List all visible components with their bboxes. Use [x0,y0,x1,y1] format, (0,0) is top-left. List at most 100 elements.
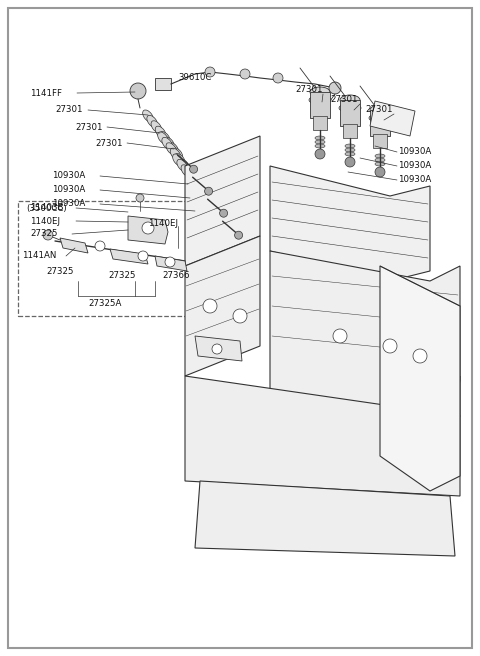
Circle shape [240,69,250,79]
Ellipse shape [309,96,331,104]
Ellipse shape [375,154,385,158]
Bar [343,124,357,138]
Text: 27301: 27301 [55,106,83,115]
Circle shape [138,251,148,261]
Bar [155,78,171,90]
Ellipse shape [217,214,228,226]
Text: 1140EJ: 1140EJ [30,216,60,226]
Ellipse shape [315,136,325,140]
Circle shape [212,344,222,354]
Text: 27325: 27325 [108,272,135,281]
Polygon shape [270,251,460,426]
Ellipse shape [201,237,219,247]
Text: 1141FF: 1141FF [30,89,62,98]
Bar [340,100,360,126]
Ellipse shape [151,121,162,133]
Ellipse shape [159,132,170,144]
Ellipse shape [181,165,192,177]
Ellipse shape [345,152,355,156]
Ellipse shape [147,115,157,127]
Text: 27366: 27366 [162,272,190,281]
Polygon shape [110,249,148,264]
Polygon shape [185,376,460,496]
Text: 27301: 27301 [75,123,103,131]
Ellipse shape [201,183,219,193]
Ellipse shape [196,187,207,199]
Circle shape [273,73,283,83]
Bar [313,116,327,130]
Ellipse shape [187,170,198,182]
Ellipse shape [351,201,369,211]
Ellipse shape [157,132,168,144]
Ellipse shape [177,159,188,171]
Text: 27325: 27325 [46,266,73,276]
Circle shape [383,339,397,353]
Circle shape [190,165,198,173]
Circle shape [375,167,385,177]
Ellipse shape [375,162,385,166]
Circle shape [43,230,53,240]
Circle shape [329,82,341,94]
Circle shape [315,149,325,159]
Polygon shape [195,481,455,556]
Ellipse shape [200,192,211,204]
Ellipse shape [188,176,198,188]
Ellipse shape [369,113,391,123]
Circle shape [219,209,228,217]
Polygon shape [185,136,260,266]
Ellipse shape [155,126,166,138]
Ellipse shape [321,196,339,206]
Polygon shape [270,166,430,281]
Text: 10930A: 10930A [398,176,431,184]
Circle shape [136,194,144,202]
Ellipse shape [164,137,174,149]
Text: 27301: 27301 [365,106,393,115]
Ellipse shape [386,206,404,216]
Text: 1140EJ: 1140EJ [148,220,178,228]
Text: 39610C: 39610C [178,73,211,83]
Ellipse shape [201,219,219,229]
Text: 10930A: 10930A [52,199,85,209]
Polygon shape [380,266,460,491]
Polygon shape [370,101,415,136]
Polygon shape [128,216,168,244]
Bar [18,201,218,316]
Ellipse shape [179,159,189,171]
Ellipse shape [201,201,219,211]
Bar [370,110,390,136]
Ellipse shape [193,181,204,193]
Circle shape [203,299,217,313]
Circle shape [235,231,242,239]
Ellipse shape [143,110,153,122]
Text: 27301: 27301 [295,85,323,94]
Circle shape [95,241,105,251]
Text: 27325A: 27325A [88,300,121,308]
Text: 10930A: 10930A [398,161,431,171]
Ellipse shape [340,95,360,105]
Text: (3500CC): (3500CC) [26,203,67,213]
Text: 1141AN: 1141AN [22,251,56,260]
Ellipse shape [209,203,219,215]
Ellipse shape [170,148,181,160]
Text: 10930A: 10930A [52,171,85,180]
Text: 10930A: 10930A [398,148,431,157]
Ellipse shape [213,209,224,220]
Polygon shape [185,236,260,376]
Ellipse shape [172,148,183,160]
Ellipse shape [204,197,215,210]
Text: 27325: 27325 [30,230,58,239]
Ellipse shape [291,191,309,201]
Text: 10930A: 10930A [52,186,85,194]
Ellipse shape [339,104,361,112]
Ellipse shape [315,144,325,148]
Text: 27301: 27301 [330,96,358,104]
Ellipse shape [375,158,385,162]
Circle shape [130,83,146,99]
Ellipse shape [166,143,177,155]
Polygon shape [60,238,88,253]
Ellipse shape [190,176,200,188]
Bar [373,134,387,148]
Circle shape [345,157,355,167]
Bar [310,92,330,118]
Ellipse shape [168,142,179,154]
